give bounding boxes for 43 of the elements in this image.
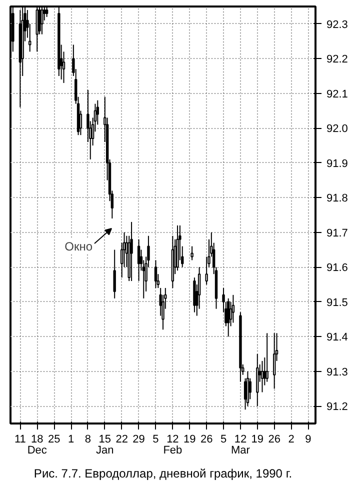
x-tick-label: 5 <box>220 434 227 446</box>
candlestick <box>130 221 133 282</box>
candlestick <box>190 246 194 261</box>
x-tick-label: 2 <box>288 434 294 446</box>
y-tick-label: 92.1 <box>326 88 348 100</box>
y-tick-label: 92.3 <box>326 18 348 31</box>
y-tick-label: 91.7 <box>326 227 348 240</box>
y-tick-label: 91.6 <box>326 262 348 274</box>
y-tick-label: 91.4 <box>326 332 348 344</box>
y-tick-label: 91.8 <box>326 192 348 205</box>
y-tick-label: 92.0 <box>326 123 348 136</box>
y-tick-label: 91.5 <box>326 296 348 309</box>
candlestick <box>260 360 264 393</box>
y-tick-label: 91.3 <box>326 366 348 378</box>
y-tick-label: 91.9 <box>326 158 348 170</box>
y-tick-label: 92.2 <box>326 54 348 66</box>
candlestick <box>248 378 252 400</box>
y-tick-label: 91.2 <box>326 401 348 414</box>
x-tick-label: 12 Feb <box>163 434 182 456</box>
x-tick-label: 11 <box>14 434 26 446</box>
x-tick-label: 1 <box>68 434 74 446</box>
x-tick-label: 19 <box>184 434 196 446</box>
x-tick-label: 25 <box>48 434 60 446</box>
x-tick-label: 29 <box>132 434 145 446</box>
x-tick-label: 22 <box>116 434 128 446</box>
candlestick <box>273 332 276 390</box>
x-tick-label: 18 Dec <box>27 434 48 456</box>
text: Рис. 7.7. Евродоллар, дневной график, 1990 г. <box>34 466 292 480</box>
x-tick-label: 8 <box>84 434 92 446</box>
x-tick-label: 26 <box>200 434 213 446</box>
candlestick <box>266 332 268 382</box>
candlestick <box>227 298 230 338</box>
x-tick-label: 5 <box>152 434 159 446</box>
candlestick <box>232 294 235 324</box>
x-tick-label: 9 <box>305 434 312 446</box>
candlestick <box>154 260 158 288</box>
x-tick-label: 12 Mar <box>230 434 250 456</box>
candlestick <box>137 238 140 282</box>
annotation: Окно <box>64 240 93 254</box>
candlestick <box>113 249 116 299</box>
x-tick-label: 15 Jan <box>96 434 114 456</box>
x-tick-label: 19 <box>251 434 264 446</box>
x-tick-label: 26 <box>268 434 280 446</box>
